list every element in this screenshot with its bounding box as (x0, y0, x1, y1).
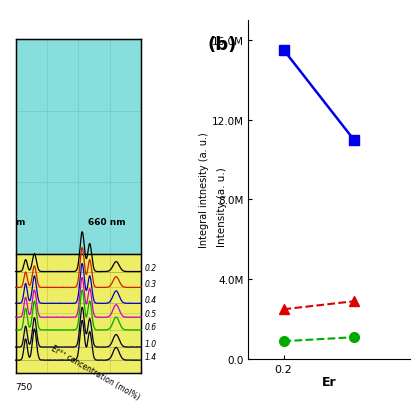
Text: m: m (16, 217, 25, 226)
Text: 660 nm: 660 nm (88, 217, 125, 226)
Text: Intensity (a. u.): Intensity (a. u.) (216, 167, 226, 246)
Text: Er³⁺ concentration (mol%): Er³⁺ concentration (mol%) (50, 343, 141, 401)
Text: 0.6: 0.6 (145, 323, 157, 331)
Text: 1.0: 1.0 (145, 339, 157, 348)
Text: 750: 750 (15, 382, 33, 391)
Text: 0.5: 0.5 (145, 310, 157, 319)
Polygon shape (16, 40, 141, 254)
X-axis label: Er: Er (321, 375, 336, 389)
Y-axis label: Integral intnesity (a. u.): Integral intnesity (a. u.) (198, 132, 208, 248)
Text: 1.4: 1.4 (145, 352, 157, 361)
Text: 0.2: 0.2 (145, 264, 157, 273)
Polygon shape (16, 254, 141, 373)
Text: (b): (b) (207, 36, 236, 54)
Text: 0.4: 0.4 (145, 295, 157, 304)
Text: 0.3: 0.3 (145, 280, 157, 289)
